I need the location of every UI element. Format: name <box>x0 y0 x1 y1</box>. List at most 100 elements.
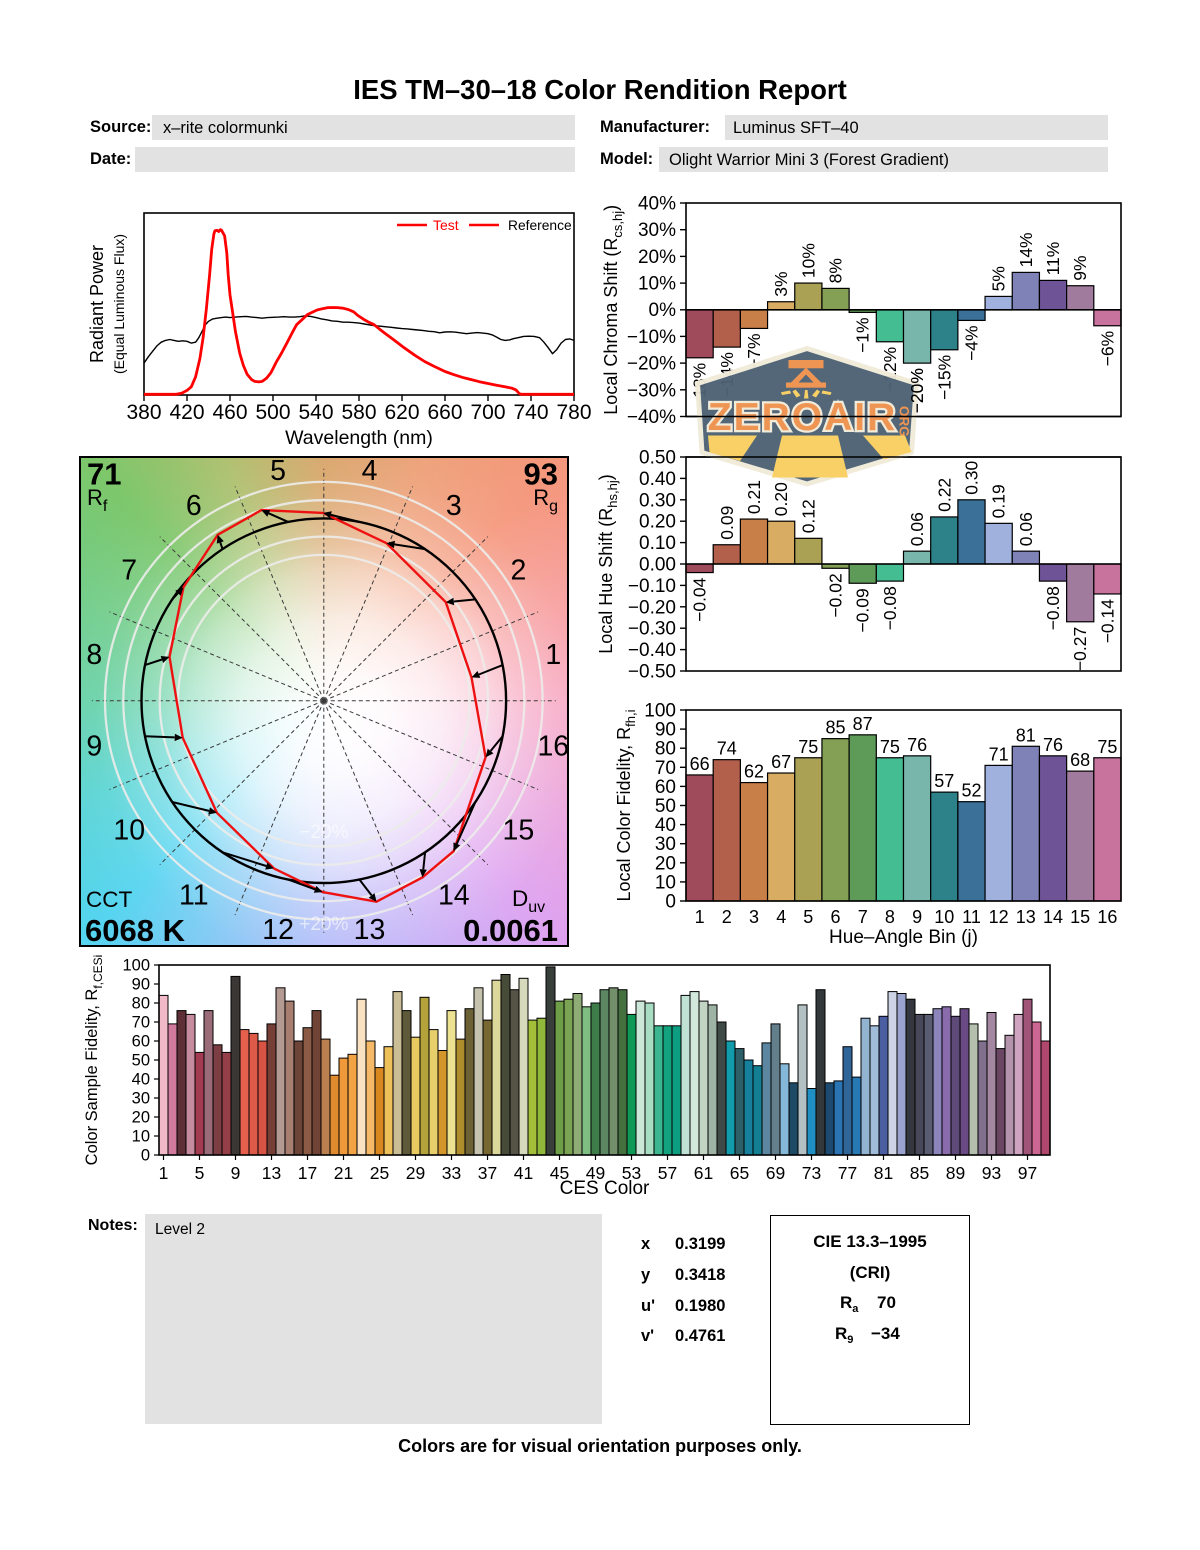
svg-text:71: 71 <box>87 457 121 492</box>
svg-text:100: 100 <box>122 957 150 975</box>
svg-text:460: 460 <box>212 401 247 424</box>
svg-text:73: 73 <box>802 1163 821 1183</box>
svg-text:71: 71 <box>989 744 1009 764</box>
svg-text:2: 2 <box>722 907 732 927</box>
svg-text:−0.27: −0.27 <box>1070 627 1090 671</box>
svg-text:10: 10 <box>934 907 954 927</box>
svg-text:−6%: −6% <box>1097 331 1117 367</box>
svg-text:40: 40 <box>132 1071 150 1089</box>
svg-text:57: 57 <box>934 771 954 791</box>
svg-text:100: 100 <box>644 701 676 722</box>
svg-text:−7%: −7% <box>744 333 764 369</box>
svg-text:90: 90 <box>132 976 150 994</box>
svg-text:11: 11 <box>962 907 981 927</box>
svg-text:0%: 0% <box>649 300 677 321</box>
svg-text:780: 780 <box>556 401 591 424</box>
svg-text:−20%: −20% <box>907 368 927 413</box>
svg-text:−0.08: −0.08 <box>880 586 900 630</box>
svg-text:1: 1 <box>159 1163 169 1183</box>
svg-text:(Equal Luminous Flux): (Equal Luminous Flux) <box>111 234 127 374</box>
svg-text:0.06: 0.06 <box>1016 512 1036 546</box>
svg-text:67: 67 <box>771 752 791 772</box>
svg-text:0.06: 0.06 <box>907 512 927 546</box>
svg-text:30: 30 <box>655 834 676 855</box>
svg-text:33: 33 <box>442 1163 461 1183</box>
svg-text:8%: 8% <box>826 258 846 283</box>
svg-text:0.00: 0.00 <box>639 555 676 576</box>
svg-text:10: 10 <box>113 815 145 847</box>
svg-text:−0.04: −0.04 <box>690 577 710 622</box>
svg-text:9%: 9% <box>1070 255 1090 280</box>
svg-text:3: 3 <box>749 907 759 927</box>
svg-text:17: 17 <box>298 1163 317 1183</box>
svg-text:−15%: −15% <box>934 355 954 400</box>
svg-text:+20%: +20% <box>299 914 348 935</box>
svg-text:80: 80 <box>132 995 150 1013</box>
svg-text:700: 700 <box>470 401 505 424</box>
svg-text:70: 70 <box>655 758 676 779</box>
svg-text:14: 14 <box>438 879 470 911</box>
svg-text:8: 8 <box>885 907 895 927</box>
svg-text:80: 80 <box>655 739 676 760</box>
svg-text:CES Color: CES Color <box>560 1178 650 1199</box>
svg-text:−0.02: −0.02 <box>826 573 846 617</box>
svg-text:21: 21 <box>334 1163 353 1183</box>
svg-text:52: 52 <box>961 781 981 801</box>
svg-text:76: 76 <box>1043 735 1063 755</box>
svg-text:Local Chroma Shift (Rcs,hj): Local Chroma Shift (Rcs,hj) <box>601 205 625 415</box>
svg-text:81: 81 <box>1016 725 1036 745</box>
svg-text:16: 16 <box>1097 907 1117 927</box>
svg-text:10%: 10% <box>638 274 676 295</box>
svg-text:Hue–Angle Bin (j): Hue–Angle Bin (j) <box>829 927 978 948</box>
svg-text:90: 90 <box>655 720 676 741</box>
svg-text:−0.30: −0.30 <box>628 619 676 640</box>
svg-text:45: 45 <box>550 1163 569 1183</box>
svg-text:12: 12 <box>989 907 1009 927</box>
svg-text:97: 97 <box>1018 1163 1037 1183</box>
svg-text:0.10: 0.10 <box>639 533 676 554</box>
svg-text:30%: 30% <box>638 220 676 241</box>
svg-text:85: 85 <box>825 718 845 738</box>
svg-text:Duv: Duv <box>512 886 545 916</box>
svg-text:70: 70 <box>132 1014 150 1032</box>
svg-text:−40%: −40% <box>627 407 676 428</box>
svg-text:Color Sample Fidelity, Rf,CESi: Color Sample Fidelity, Rf,CESi <box>83 955 105 1166</box>
svg-text:75: 75 <box>880 737 900 757</box>
svg-text:77: 77 <box>838 1163 857 1183</box>
svg-text:0.21: 0.21 <box>744 480 764 514</box>
svg-text:49: 49 <box>586 1163 605 1183</box>
svg-text:85: 85 <box>910 1163 929 1183</box>
svg-text:4: 4 <box>776 907 786 927</box>
svg-text:9: 9 <box>231 1163 241 1183</box>
svg-text:30: 30 <box>132 1090 150 1108</box>
svg-text:1: 1 <box>545 639 561 671</box>
svg-text:75: 75 <box>1097 737 1117 757</box>
svg-text:6: 6 <box>186 490 202 522</box>
svg-text:12: 12 <box>262 914 294 946</box>
svg-text:20: 20 <box>132 1109 150 1127</box>
svg-text:0.30: 0.30 <box>962 460 982 494</box>
svg-text:14%: 14% <box>1016 232 1036 267</box>
svg-text:62: 62 <box>744 762 764 782</box>
svg-text:93: 93 <box>982 1163 1001 1183</box>
svg-text:75: 75 <box>798 737 818 757</box>
svg-text:Radiant Power: Radiant Power <box>87 245 107 363</box>
svg-text:−1%: −1% <box>853 317 873 353</box>
svg-text:−0.40: −0.40 <box>628 640 676 661</box>
svg-text:53: 53 <box>622 1163 641 1183</box>
svg-text:7: 7 <box>121 555 137 587</box>
svg-text:500: 500 <box>255 401 290 424</box>
svg-text:ORG: ORG <box>897 406 912 437</box>
svg-text:9: 9 <box>912 907 922 927</box>
svg-text:25: 25 <box>370 1163 389 1183</box>
svg-text:9: 9 <box>86 730 102 762</box>
svg-text:580: 580 <box>341 401 376 424</box>
svg-text:Wavelength (nm): Wavelength (nm) <box>285 427 433 449</box>
svg-text:−0.20: −0.20 <box>628 597 676 618</box>
svg-text:Test: Test <box>433 217 459 233</box>
svg-text:74: 74 <box>717 739 737 759</box>
svg-text:−0.08: −0.08 <box>1043 586 1063 630</box>
svg-text:CCT: CCT <box>86 887 132 912</box>
svg-text:540: 540 <box>298 401 333 424</box>
svg-text:76: 76 <box>907 735 927 755</box>
